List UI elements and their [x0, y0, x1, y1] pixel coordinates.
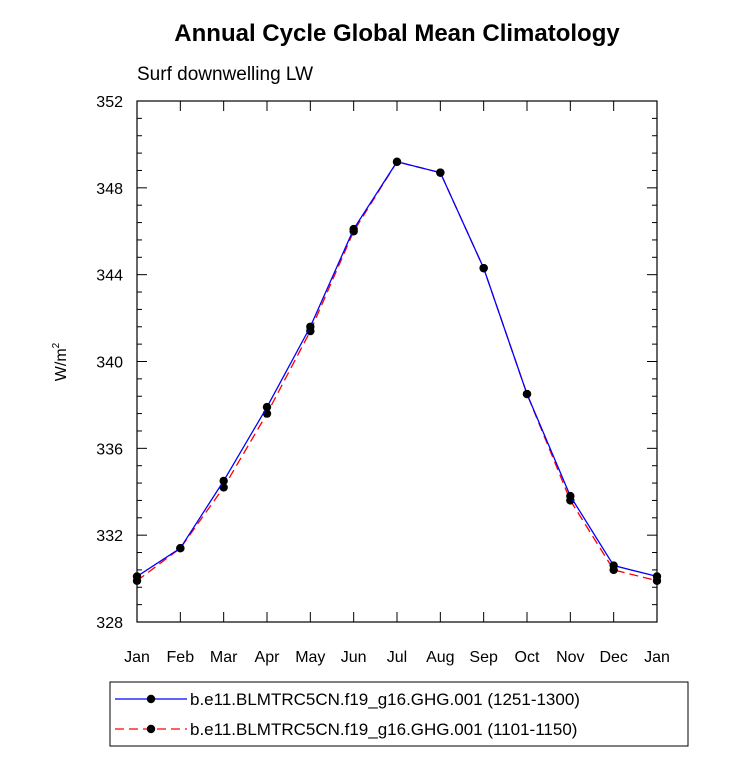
x-tick-label: Jun	[341, 649, 367, 666]
series-layer	[132, 157, 662, 585]
x-tick-label: Mar	[210, 649, 238, 666]
legend: b.e11.BLMTRC5CN.f19_g16.GHG.001 (1251-13…	[109, 681, 689, 747]
legend-label: b.e11.BLMTRC5CN.f19_g16.GHG.001 (1101-11…	[190, 720, 577, 739]
data-point	[262, 402, 272, 412]
y-tick-label: 332	[96, 528, 123, 545]
x-tick-label: Oct	[515, 649, 540, 666]
x-tick-label: Dec	[599, 649, 627, 666]
data-point	[436, 168, 445, 177]
data-point	[176, 543, 185, 553]
legend-item: b.e11.BLMTRC5CN.f19_g16.GHG.001 (1251-13…	[115, 690, 580, 709]
y-axis-label-text: W/m	[53, 348, 70, 381]
legend-marker	[146, 694, 156, 704]
legend-items: b.e11.BLMTRC5CN.f19_g16.GHG.001 (1251-13…	[115, 690, 580, 739]
data-point	[609, 561, 618, 570]
y-ticks: 328 332 336 340 344 348 352	[96, 94, 657, 632]
x-tick-label: Aug	[426, 649, 454, 666]
data-point	[349, 224, 358, 234]
x-tick-label: May	[295, 649, 325, 666]
series-2	[132, 157, 662, 585]
series-line	[136, 161, 658, 582]
y-tick-label: 336	[96, 441, 123, 458]
data-point	[392, 157, 402, 166]
data-point	[306, 322, 315, 331]
y-tick-label: 344	[96, 268, 123, 285]
plot-frame	[136, 100, 658, 623]
data-point	[652, 572, 662, 581]
y-tick-label: 348	[96, 181, 123, 198]
x-ticks: Jan Feb Mar Apr May Jun Jul Aug Sep Oct Nov Dec Jan	[124, 101, 670, 666]
y-tick-label: 340	[96, 355, 123, 372]
data-point	[132, 572, 142, 581]
x-tick-label: Jul	[387, 649, 407, 666]
chart-subtitle: Surf downwelling LW	[137, 64, 313, 85]
data-point	[522, 389, 532, 399]
data-point	[219, 476, 228, 486]
x-tick-label: Jan	[124, 649, 150, 666]
y-tick-label: 328	[96, 615, 123, 632]
data-point	[566, 491, 575, 501]
x-tick-label: Feb	[167, 649, 195, 666]
y-axis-label-sup: 2	[51, 342, 62, 348]
x-tick-label: Apr	[255, 649, 281, 666]
x-tick-label: Nov	[556, 649, 584, 666]
series-1	[132, 157, 662, 581]
data-point	[479, 263, 488, 273]
y-axis-label: W/m2	[51, 342, 70, 381]
legend-item: b.e11.BLMTRC5CN.f19_g16.GHG.001 (1101-11…	[115, 720, 577, 739]
legend-marker	[146, 724, 156, 734]
legend-label: b.e11.BLMTRC5CN.f19_g16.GHG.001 (1251-13…	[190, 690, 580, 709]
chart-title: Annual Cycle Global Mean Climatology	[174, 20, 620, 47]
x-tick-label: Jan	[644, 649, 670, 666]
y-tick-label: 352	[96, 94, 123, 111]
legend-box	[109, 681, 689, 747]
x-tick-label: Sep	[469, 649, 498, 666]
